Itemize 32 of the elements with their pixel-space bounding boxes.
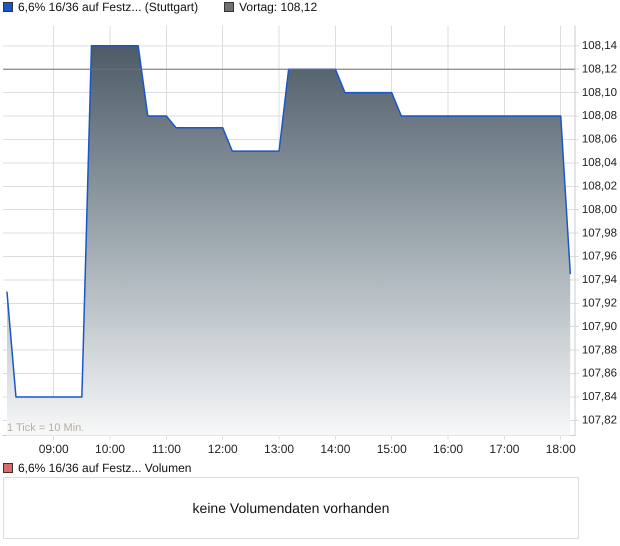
y-tick-label: 107,98 <box>582 227 618 240</box>
x-tick-label: 14:00 <box>320 442 351 456</box>
y-tick-label: 108,02 <box>582 180 618 192</box>
x-tick-label: 18:00 <box>546 442 576 456</box>
y-tick-label: 107,92 <box>582 297 618 310</box>
y-tick-label: 108,06 <box>582 134 618 146</box>
x-tick-label: 13:00 <box>264 442 294 456</box>
y-tick-label: 108,12 <box>582 63 618 76</box>
legend-label: Vortag: 108,12 <box>239 0 318 14</box>
x-tick-label: 17:00 <box>489 442 520 456</box>
y-tick-label: 108,04 <box>582 157 618 170</box>
y-tick-label: 108,10 <box>582 86 618 99</box>
y-tick-label: 107,84 <box>582 391 618 404</box>
y-tick-label: 107,94 <box>582 274 618 286</box>
text: keine Volumendaten vorhanden <box>192 500 390 516</box>
x-tick-label: 16:00 <box>433 442 464 456</box>
x-tick-label: 09:00 <box>38 442 70 456</box>
x-tick-label: 11:00 <box>152 442 182 456</box>
x-tick-label: 10:00 <box>95 442 126 456</box>
y-tick-label: 108,14 <box>582 40 618 52</box>
x-tick-label: 15:00 <box>376 442 408 456</box>
y-tick-label: 108,08 <box>582 110 618 122</box>
y-tick-label: 107,82 <box>582 414 618 427</box>
y-tick-label: 107,96 <box>582 250 618 263</box>
y-tick-label: 107,86 <box>582 368 618 380</box>
y-tick-label: 107,88 <box>582 344 618 356</box>
legend-label: 6,6% 16/36 auf Festz... (Stuttgart) <box>18 0 198 14</box>
annotation: 1 Tick = 10 Min. <box>7 422 84 434</box>
y-tick-label: 108,00 <box>582 204 618 216</box>
x-tick-label: 12:00 <box>208 442 238 456</box>
y-tick-label: 107,90 <box>582 320 618 333</box>
text: 6,6% 16/36 auf Festz... Volumen <box>18 461 192 475</box>
